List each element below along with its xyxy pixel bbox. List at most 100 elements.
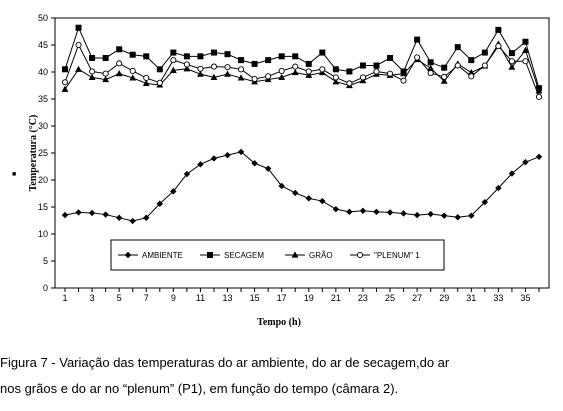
side-marker: ■	[12, 171, 16, 178]
chart-legend: AMBIENTE SECAGEM GRÃO "PLENUM" 1	[110, 239, 445, 271]
data-point	[441, 212, 448, 219]
legend-marker	[356, 251, 364, 259]
data-point	[61, 79, 69, 86]
data-point	[89, 68, 96, 75]
x-tick-label: 35	[520, 293, 530, 303]
y-tick-label: 35	[38, 94, 48, 104]
data-point	[129, 74, 137, 81]
data-point	[387, 54, 394, 61]
legend-marker	[207, 252, 213, 258]
y-tick-label: 50	[38, 13, 48, 23]
data-point	[522, 158, 529, 166]
data-point	[170, 57, 177, 64]
data-point	[332, 74, 339, 81]
legend-label: AMBIENTE	[142, 251, 183, 260]
x-axis-title: Tempo (h)	[257, 317, 301, 328]
data-point	[62, 66, 68, 73]
data-point	[305, 68, 312, 75]
legend-entry: "PLENUM" 1	[350, 251, 420, 260]
data-point	[183, 61, 190, 68]
data-point	[75, 65, 82, 72]
data-point	[468, 57, 475, 64]
data-point	[265, 57, 272, 64]
x-tick-label: 9	[171, 293, 176, 303]
series-line	[64, 42, 540, 92]
data-point	[495, 184, 502, 192]
data-point	[359, 207, 367, 214]
data-point	[427, 210, 434, 218]
data-point	[143, 53, 150, 60]
series-square	[62, 24, 542, 92]
y-tick-label: 45	[38, 40, 48, 50]
legend-label: SECAGEM	[224, 251, 264, 260]
data-point	[183, 65, 191, 72]
legend-label: GRÃO	[309, 251, 333, 260]
data-point	[319, 66, 326, 73]
x-tick-label: 29	[439, 293, 449, 303]
x-tick-label: 33	[493, 293, 503, 303]
x-axis-ticks: 1 3 5 7 9 11 13 15 17 19 21 23 25 27 29 31 33 35	[62, 288, 540, 303]
data-point	[183, 170, 191, 178]
data-point	[210, 63, 218, 70]
series-triangle	[61, 40, 543, 94]
legend-marker	[124, 251, 132, 259]
x-tick-label: 3	[90, 293, 95, 303]
data-point	[251, 75, 258, 83]
data-point	[467, 68, 475, 76]
data-point	[332, 205, 340, 213]
data-point	[156, 200, 163, 207]
data-point	[440, 77, 448, 84]
data-point	[359, 74, 366, 81]
data-point	[346, 80, 353, 87]
data-point	[522, 46, 529, 53]
caption-line-2: nos grãos e do ar no “plenum” (P1), em f…	[0, 381, 399, 396]
y-tick-label: 10	[38, 229, 48, 239]
series-line	[64, 151, 540, 222]
data-point	[305, 195, 312, 202]
data-point	[495, 43, 502, 50]
data-point	[251, 160, 258, 167]
data-point	[129, 51, 136, 58]
legend-entry: SECAGEM	[200, 251, 264, 260]
data-point	[61, 85, 69, 92]
y-tick-label: 5	[43, 256, 48, 266]
data-point	[102, 70, 109, 77]
data-point	[89, 54, 96, 61]
data-point	[183, 53, 190, 60]
data-point	[468, 73, 475, 80]
data-point	[116, 60, 123, 67]
data-point	[481, 198, 489, 206]
data-point	[210, 49, 217, 56]
data-point	[508, 58, 515, 65]
legend-entry: AMBIENTE	[118, 251, 183, 260]
x-tick-label: 1	[62, 293, 67, 303]
data-point	[238, 66, 245, 73]
data-point	[170, 49, 177, 56]
data-point	[238, 57, 245, 64]
data-point	[264, 165, 272, 172]
data-point	[427, 64, 435, 71]
data-point	[224, 64, 231, 71]
data-point	[129, 67, 136, 74]
data-point	[535, 153, 543, 160]
data-point	[454, 44, 461, 51]
x-tick-label: 25	[385, 293, 395, 303]
data-point	[237, 148, 245, 156]
data-point	[61, 211, 69, 219]
data-point	[292, 53, 299, 60]
data-point	[495, 26, 502, 33]
legend-label: "PLENUM" 1	[374, 251, 420, 260]
data-point	[332, 78, 340, 85]
data-point	[373, 68, 380, 75]
data-point	[414, 54, 421, 61]
chart-series	[61, 24, 543, 225]
data-point	[210, 155, 218, 162]
data-point	[454, 214, 461, 221]
data-point	[115, 214, 123, 221]
x-tick-label: 11	[196, 293, 205, 303]
series-diamond	[61, 148, 543, 225]
data-point	[414, 36, 421, 43]
data-point	[278, 182, 285, 190]
data-point	[413, 211, 421, 219]
